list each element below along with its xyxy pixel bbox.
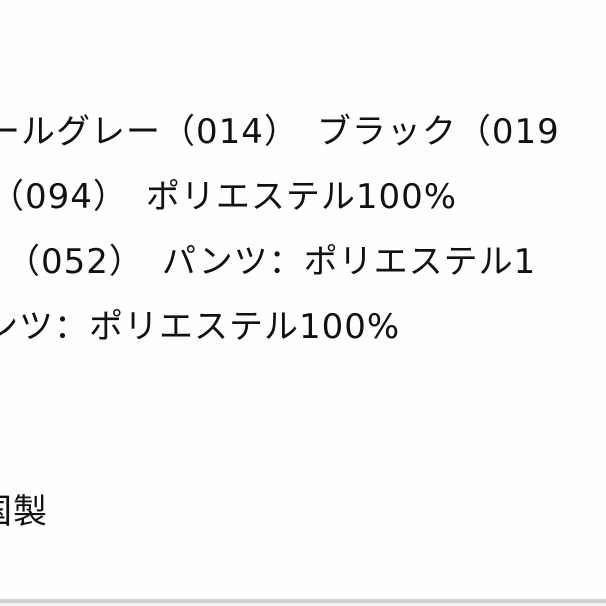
color-material-line: 、（052） パンツ：ポリエステル1 bbox=[0, 242, 537, 282]
bottom-area bbox=[0, 603, 606, 606]
pants-material-line: ンツ：ポリエステル100% bbox=[0, 307, 401, 347]
divider bbox=[0, 599, 606, 603]
material-line: （094） ポリエステル100% bbox=[0, 177, 458, 217]
origin-line: 国製 bbox=[0, 492, 48, 532]
color-line: ールグレー（014） ブラック（019 bbox=[0, 112, 560, 152]
